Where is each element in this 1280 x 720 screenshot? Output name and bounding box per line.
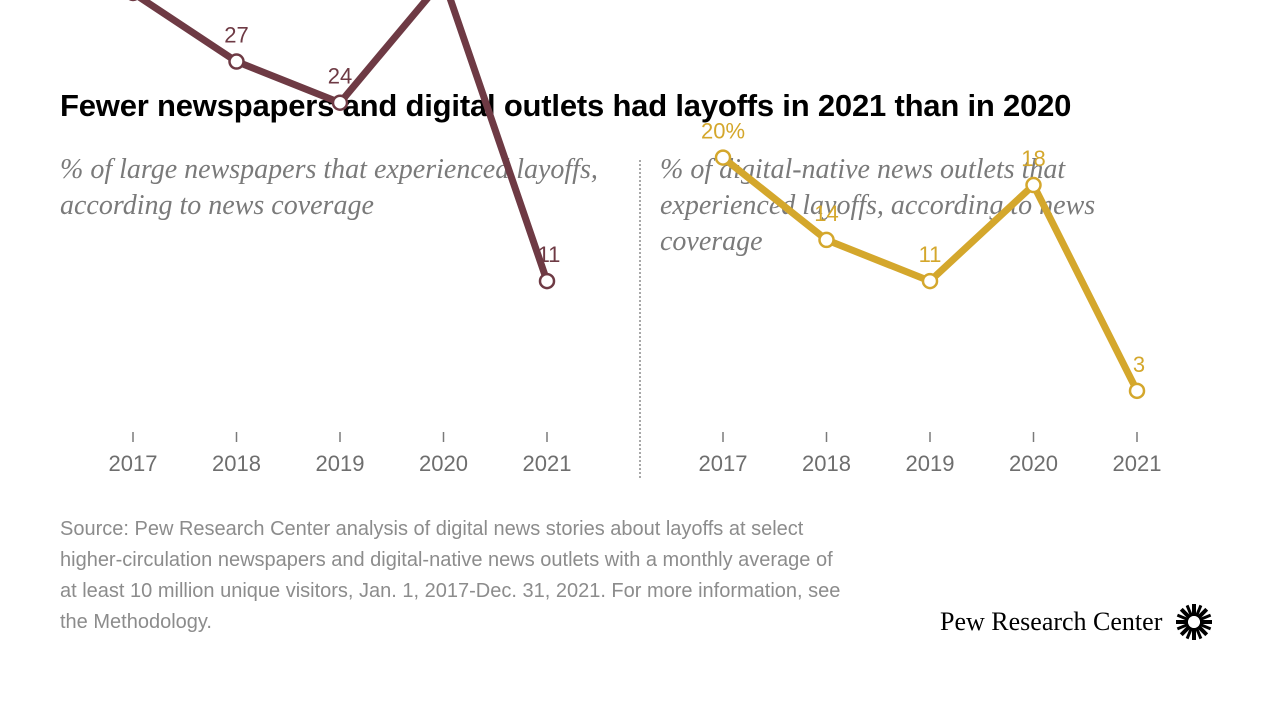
right-data-label: 18: [1021, 146, 1045, 171]
left-data-point: [538, 272, 556, 290]
panel-divider: [639, 160, 641, 478]
right-data-point: [921, 272, 939, 290]
right-x-tick-label: 2019: [906, 451, 955, 476]
brand-logo: Pew Research Center: [940, 600, 1214, 644]
right-x-tick-label: 2020: [1009, 451, 1058, 476]
right-data-label: 14: [814, 201, 838, 226]
source-note: Source: Pew Research Center analysis of …: [60, 518, 841, 633]
left-x-tick-label: 2019: [316, 451, 365, 476]
left-x-tick-label: 2020: [419, 451, 468, 476]
right-x-tick-label: 2021: [1113, 451, 1162, 476]
right-chart-subtitle: % of digital-native news outlets that ex…: [660, 154, 1096, 257]
chart-title: Fewer newspapers and digital outlets had…: [60, 88, 1072, 123]
right-data-point: [1128, 382, 1146, 400]
line-charts: 2017201820192020202132%27243311201720182…: [109, 0, 1162, 476]
left-data-label: 27: [224, 23, 248, 48]
left-series-line: [137, 0, 551, 285]
left-data-label: 11: [538, 242, 561, 267]
right-x-tick-label: 2017: [699, 451, 748, 476]
left-data-point: [228, 53, 245, 70]
right-data-point: [714, 149, 732, 166]
right-data-label: 3: [1133, 352, 1145, 377]
right-data-label: 11: [919, 242, 942, 267]
left-chart: 2017201820192020202132%27243311: [109, 0, 572, 476]
right-x-tick-label: 2018: [802, 451, 851, 476]
right-data-point: [1025, 176, 1042, 194]
left-data-label: 24: [328, 64, 352, 89]
right-data-label: 20%: [701, 119, 745, 144]
left-data-point: [331, 94, 349, 111]
left-x-tick-label: 2021: [523, 451, 572, 476]
left-x-tick-label: 2018: [212, 451, 261, 476]
right-data-point: [818, 231, 835, 249]
right-chart: 2017 2018 2019 2020 2021 20% 14 11 18 3: [699, 119, 1162, 476]
brand-name: Pew Research Center: [940, 607, 1163, 636]
pew-logo-icon: [1176, 604, 1213, 640]
left-x-tick-label: 2017: [109, 451, 158, 476]
